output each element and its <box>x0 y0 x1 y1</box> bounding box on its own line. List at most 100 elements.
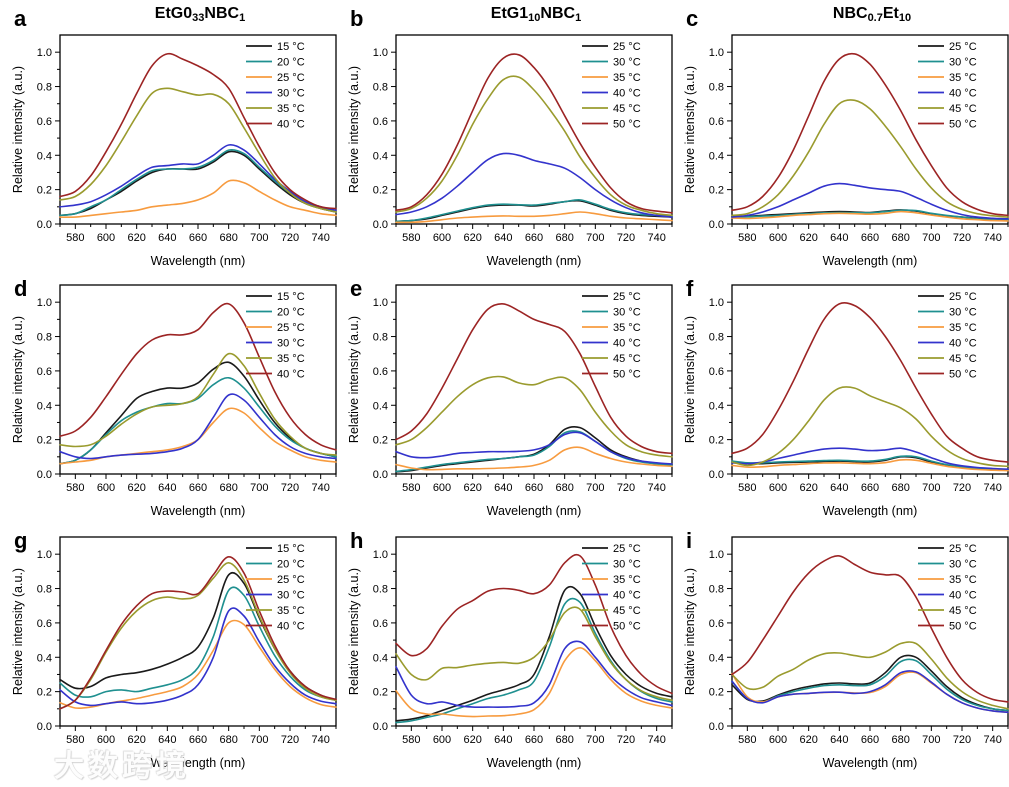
series-30°C <box>59 393 337 460</box>
x-tick-label: 740 <box>983 232 1001 244</box>
series-45°C <box>731 641 1009 710</box>
legend-label: 25 °C <box>613 41 641 53</box>
x-tick-label: 660 <box>525 482 543 494</box>
x-tick-label: 660 <box>189 734 207 746</box>
x-tick-label: 680 <box>219 232 237 244</box>
legend-label: 35 °C <box>949 574 977 586</box>
series-40°C <box>395 431 673 465</box>
panel-a-plot: 580 600 620 640 660 680 700 720 740 0.0 0.2 0.4 0.6 0… <box>11 34 337 268</box>
y-tick-label: 1.0 <box>37 47 52 59</box>
series-45°C <box>395 606 673 701</box>
series-35°C <box>59 562 337 710</box>
x-axis-label: Wavelength (nm) <box>487 504 582 518</box>
series-40°C <box>59 556 337 710</box>
y-tick-label: 0.2 <box>373 687 388 699</box>
legend-label: 30 °C <box>277 88 305 100</box>
y-tick-label: 0.6 <box>37 618 52 630</box>
legend-label: 25 °C <box>277 574 305 586</box>
x-tick-label: 580 <box>66 482 84 494</box>
series-25°C <box>59 407 337 465</box>
y-tick-label: 0.4 <box>373 652 388 664</box>
y-tick-label: 0.2 <box>37 435 52 447</box>
x-axis-label: Wavelength (nm) <box>151 504 246 518</box>
panel-d-plot: 580 600 620 640 660 680 700 720 740 0.0 0.2 0.4 0.6 0… <box>11 284 337 518</box>
legend-label: 50 °C <box>613 369 641 381</box>
legend-label: 35 °C <box>277 605 305 617</box>
x-tick-label: 700 <box>250 232 268 244</box>
x-tick-label: 600 <box>433 734 451 746</box>
legend-label: 40 °C <box>949 338 977 350</box>
x-tick-label: 700 <box>586 734 604 746</box>
panel-letter-f: f <box>686 276 694 301</box>
legend-label: 15 °C <box>277 41 305 53</box>
legend-label: 40 °C <box>277 119 305 131</box>
x-tick-label: 620 <box>127 482 145 494</box>
x-tick-label: 620 <box>799 482 817 494</box>
y-axis-label: Relative intensity (a.u.) <box>347 316 361 443</box>
x-tick-label: 640 <box>494 232 512 244</box>
panel-d: d 580 600 620 640 660 680 700 720 740 0.0 0.2 0.4 0.6… <box>0 268 337 520</box>
y-axis-label: Relative intensity (a.u.) <box>683 66 697 193</box>
x-tick-label: 720 <box>281 482 299 494</box>
series-35°C <box>731 210 1009 222</box>
panel-letter-d: d <box>14 276 28 301</box>
panel-title-c: NBC0.7Et10 <box>832 5 912 24</box>
legend-label: 30 °C <box>613 559 641 571</box>
series-45°C <box>395 75 673 217</box>
series-40°C <box>395 152 673 218</box>
y-tick-label: 0.0 <box>373 721 388 733</box>
series-25°C <box>59 619 337 710</box>
y-tick-label: 0.0 <box>37 721 52 733</box>
series-40°C <box>731 182 1009 220</box>
series-50°C <box>731 302 1009 463</box>
legend-label: 25 °C <box>613 291 641 303</box>
x-tick-label: 740 <box>983 734 1001 746</box>
y-tick-label: 0.8 <box>709 584 724 596</box>
x-tick-label: 660 <box>861 232 879 244</box>
x-axis-label: Wavelength (nm) <box>487 756 582 770</box>
x-tick-label: 720 <box>617 734 635 746</box>
panel-letter-e: e <box>350 276 363 301</box>
y-tick-label: 0.8 <box>709 332 724 344</box>
y-tick-label: 0.8 <box>709 82 724 94</box>
x-tick-label: 640 <box>158 232 176 244</box>
y-axis-label: Relative intensity (a.u.) <box>347 568 361 695</box>
panel-letter-i: i <box>686 528 693 553</box>
x-tick-label: 600 <box>769 232 787 244</box>
panel-i-plot: 580 600 620 640 660 680 700 720 740 0.0 0.2 0.4 0.6 0… <box>683 536 1009 770</box>
x-tick-label: 660 <box>861 734 879 746</box>
x-axis-label: Wavelength (nm) <box>823 504 918 518</box>
legend-label: 35 °C <box>613 322 641 334</box>
legend-label: 50 °C <box>613 621 641 633</box>
y-tick-label: 0.0 <box>373 469 388 481</box>
panel-letter-h: h <box>350 528 364 553</box>
y-tick-label: 0.6 <box>373 366 388 378</box>
y-axis-label: Relative intensity (a.u.) <box>11 568 25 695</box>
legend-label: 35 °C <box>949 72 977 84</box>
series-50°C <box>731 555 1009 703</box>
legend-label: 30 °C <box>949 559 977 571</box>
legend-label: 35 °C <box>949 322 977 334</box>
x-tick-label: 700 <box>586 232 604 244</box>
y-tick-label: 0.2 <box>37 687 52 699</box>
y-tick-label: 1.0 <box>709 47 724 59</box>
y-axis-label: Relative intensity (a.u.) <box>11 66 25 193</box>
panel-e-plot: 580 600 620 640 660 680 700 720 740 0.0 0.2 0.4 0.6 0… <box>347 284 673 518</box>
series-35°C <box>59 87 337 213</box>
series-45°C <box>731 99 1009 218</box>
x-tick-label: 600 <box>769 734 787 746</box>
x-tick-label: 660 <box>525 734 543 746</box>
series-20°C <box>59 586 337 701</box>
legend-label: 25 °C <box>277 72 305 84</box>
legend-label: 30 °C <box>949 57 977 69</box>
y-tick-label: 0.8 <box>373 82 388 94</box>
x-tick-label: 700 <box>922 232 940 244</box>
x-tick-label: 680 <box>891 232 909 244</box>
panel-letter-c: c <box>686 6 699 31</box>
y-tick-label: 0.4 <box>37 150 52 162</box>
series-40°C <box>731 447 1009 470</box>
y-tick-label: 0.0 <box>373 219 388 231</box>
x-axis-label: Wavelength (nm) <box>823 756 918 770</box>
series-15°C <box>59 361 337 465</box>
